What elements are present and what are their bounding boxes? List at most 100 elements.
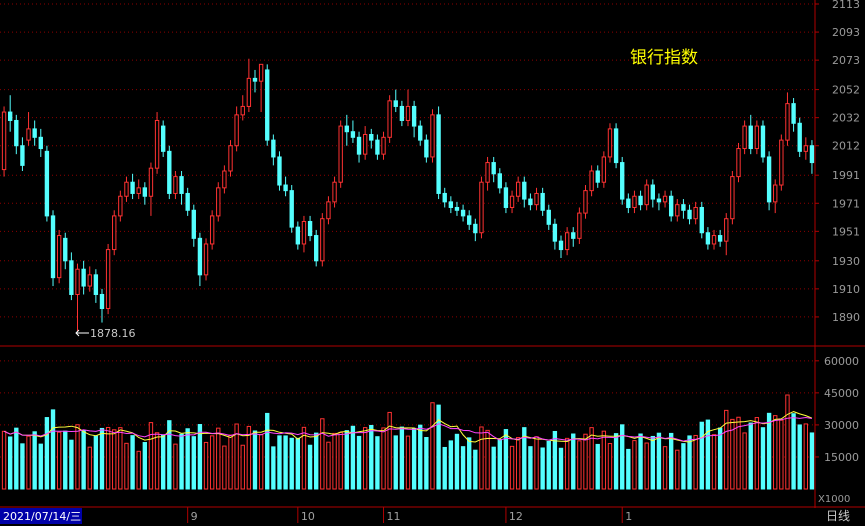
candle [479, 176, 484, 239]
candle-body [283, 184, 288, 192]
candle [136, 179, 141, 200]
volume-ma-line [3, 416, 812, 442]
low-marker: 1878.16 [75, 327, 136, 340]
volume-bar [20, 443, 25, 490]
candle-body [430, 114, 435, 158]
candle [295, 221, 301, 250]
volume-bar [344, 430, 349, 490]
candle [613, 123, 619, 169]
candle-body [26, 128, 31, 141]
candle [607, 123, 613, 163]
candle [63, 232, 68, 270]
volume-bar [515, 437, 521, 490]
candle-body [234, 114, 239, 147]
volume-bar [44, 417, 50, 490]
candle-body [271, 139, 276, 158]
candle [277, 151, 282, 191]
candle [112, 210, 117, 256]
volume-bar [626, 448, 631, 490]
volume-bar [473, 449, 478, 490]
volume-bar [38, 443, 43, 490]
volume-bar [601, 430, 607, 490]
candle [803, 137, 809, 160]
candle [167, 145, 172, 200]
candle [766, 151, 772, 211]
volume-bar [681, 443, 686, 490]
volume-bar [497, 438, 502, 490]
candle-body [332, 181, 337, 203]
candle-body [613, 128, 619, 164]
volume-bar [1, 430, 7, 490]
volume-bar [289, 437, 294, 490]
candle-body [356, 136, 362, 155]
candle-body [7, 111, 13, 121]
candle-body [766, 156, 772, 203]
candle-body [56, 235, 62, 279]
current-date: 2021/07/14/三 [3, 510, 81, 523]
candle [307, 215, 313, 242]
candle-body [693, 206, 698, 220]
volume-bar [148, 422, 154, 490]
volume-bar [81, 429, 86, 490]
candle [154, 112, 160, 174]
candle [589, 165, 594, 197]
candle [320, 213, 325, 267]
candle [69, 252, 74, 301]
volume-bar [797, 424, 802, 490]
volume-bar [742, 432, 747, 490]
volume-bar [277, 435, 282, 490]
candle [222, 165, 227, 194]
volume-bar [711, 434, 717, 490]
candle [124, 176, 129, 202]
candle [662, 190, 668, 208]
candle [130, 173, 135, 200]
candle-body [289, 190, 294, 228]
candle [497, 168, 502, 194]
volume-bar [399, 426, 405, 490]
candle [411, 100, 417, 138]
candle [179, 170, 184, 205]
volume-bar [448, 440, 454, 490]
candle [620, 156, 625, 205]
volume-bar [209, 435, 215, 490]
candle [369, 128, 374, 149]
candle-body [601, 156, 607, 183]
candle [552, 218, 558, 250]
volume-bar [93, 435, 99, 490]
candle [173, 170, 178, 200]
candle-body [503, 187, 509, 208]
volume-bar [509, 445, 515, 490]
candle-body [405, 105, 411, 121]
volume-bar [760, 427, 766, 490]
volume-bar [589, 427, 594, 490]
candle-body [148, 167, 154, 197]
volume-bar [362, 427, 368, 490]
candle-body [38, 136, 43, 150]
candle-body [558, 240, 564, 251]
candle-body [252, 77, 258, 82]
volume-bar [301, 426, 307, 490]
candle-body [105, 249, 111, 310]
volume-bar [332, 432, 337, 490]
candle-body [754, 125, 760, 150]
volume-bar [56, 431, 62, 490]
candle-body [203, 243, 209, 276]
candle-body [1, 111, 7, 171]
candle [271, 134, 276, 166]
candle [748, 114, 753, 155]
candle [485, 156, 490, 191]
candle [742, 120, 747, 155]
candle-body [112, 215, 117, 251]
volume-bar [142, 442, 148, 490]
candle-body [467, 215, 472, 225]
candle-body [724, 218, 729, 242]
candle [601, 151, 607, 188]
candle [717, 229, 723, 247]
candle-body [711, 235, 717, 245]
candle-body [167, 150, 172, 194]
candle-body [320, 218, 325, 262]
period-label[interactable]: 日线 [826, 509, 850, 523]
volume-bar [246, 425, 252, 490]
